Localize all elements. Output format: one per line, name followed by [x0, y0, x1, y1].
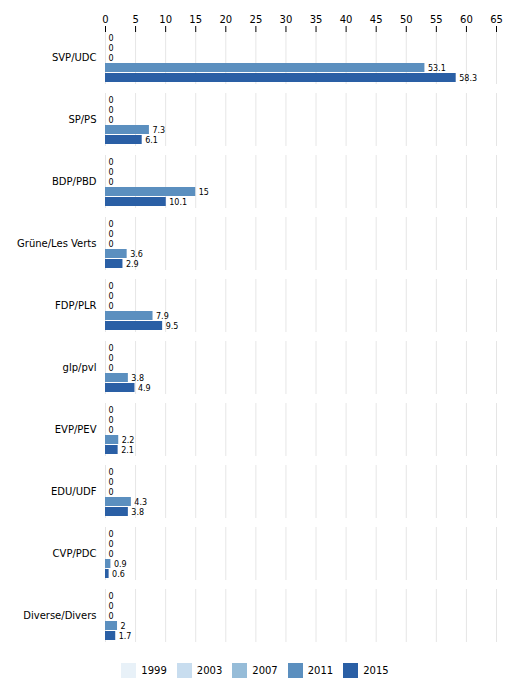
svg-text:3.8: 3.8 — [131, 508, 144, 517]
svg-text:Grüne/Les Verts: Grüne/Les Verts — [17, 238, 96, 249]
svg-text:2.9: 2.9 — [126, 260, 139, 269]
svg-text:55: 55 — [430, 14, 443, 25]
svg-text:0: 0 — [109, 230, 114, 239]
svg-text:0: 0 — [109, 406, 114, 415]
html-text:1999: 1999 — [141, 665, 167, 676]
svg-text:CVP/PDC: CVP/PDC — [53, 548, 97, 559]
svg-text:0: 0 — [109, 116, 114, 125]
svg-text:0: 0 — [109, 612, 114, 621]
svg-text:1.7: 1.7 — [119, 632, 132, 641]
svg-text:0: 0 — [109, 178, 114, 187]
svg-text:10: 10 — [159, 14, 172, 25]
svg-text:0: 0 — [109, 168, 114, 177]
svg-text:40: 40 — [340, 14, 353, 25]
svg-text:2.1: 2.1 — [121, 446, 134, 455]
svg-text:0: 0 — [109, 488, 114, 497]
svg-text:0: 0 — [109, 220, 114, 229]
svg-text:0: 0 — [109, 44, 114, 53]
svg-text:3.6: 3.6 — [130, 250, 143, 259]
svg-text:Diverse/Divers: Diverse/Divers — [23, 610, 96, 621]
svg-text:0: 0 — [109, 426, 114, 435]
svg-text:7.9: 7.9 — [156, 312, 169, 321]
svg-text:0: 0 — [109, 344, 114, 353]
svg-text:BDP/PBD: BDP/PBD — [52, 176, 97, 187]
svg-text:58.3: 58.3 — [459, 74, 477, 83]
svg-text:0: 0 — [109, 158, 114, 167]
svg-text:0: 0 — [109, 282, 114, 291]
svg-text:0: 0 — [109, 54, 114, 63]
svg-text:50: 50 — [400, 14, 413, 25]
svg-text:0: 0 — [109, 592, 114, 601]
html-text:2003: 2003 — [196, 665, 223, 676]
svg-text:0: 0 — [109, 364, 114, 373]
svg-text:0: 0 — [109, 292, 114, 301]
svg-text:4.3: 4.3 — [134, 498, 147, 507]
svg-text:65: 65 — [490, 14, 503, 25]
svg-text:0: 0 — [109, 540, 114, 549]
svg-text:0: 0 — [109, 416, 114, 425]
svg-text:0: 0 — [109, 468, 114, 477]
svg-text:5: 5 — [132, 14, 138, 25]
svg-text:35: 35 — [310, 14, 323, 25]
svg-text:2.2: 2.2 — [122, 436, 135, 445]
svg-text:0.9: 0.9 — [114, 560, 127, 569]
svg-text:SVP/UDC: SVP/UDC — [52, 52, 97, 63]
svg-text:60: 60 — [460, 14, 473, 25]
svg-text:0: 0 — [109, 530, 114, 539]
svg-text:0: 0 — [109, 602, 114, 611]
svg-text:7.3: 7.3 — [152, 126, 165, 135]
svg-text:15: 15 — [199, 188, 209, 197]
svg-text:45: 45 — [370, 14, 383, 25]
svg-text:30: 30 — [280, 14, 293, 25]
html-text:2011: 2011 — [307, 665, 334, 676]
svg-text:glp/pvl: glp/pvl — [63, 362, 97, 373]
svg-text:53.1: 53.1 — [428, 64, 446, 73]
svg-text:0: 0 — [109, 478, 114, 487]
svg-text:0: 0 — [109, 240, 114, 249]
svg-text:0.6: 0.6 — [112, 570, 125, 579]
svg-text:4.9: 4.9 — [138, 384, 151, 393]
svg-text:10.1: 10.1 — [169, 198, 187, 207]
svg-text:25: 25 — [250, 14, 263, 25]
svg-text:FDP/PLR: FDP/PLR — [55, 300, 96, 311]
svg-text:SP/PS: SP/PS — [68, 114, 96, 125]
svg-text:9.5: 9.5 — [166, 322, 179, 331]
html-text:2015: 2015 — [363, 665, 389, 676]
svg-text:0: 0 — [109, 34, 114, 43]
svg-text:EVP/PEV: EVP/PEV — [55, 424, 97, 435]
svg-text:0: 0 — [109, 96, 114, 105]
svg-text:2: 2 — [121, 622, 126, 631]
svg-text:0: 0 — [109, 550, 114, 559]
svg-text:0: 0 — [109, 302, 114, 311]
svg-text:0: 0 — [109, 106, 114, 115]
svg-text:0: 0 — [102, 14, 108, 25]
svg-text:6.1: 6.1 — [145, 136, 158, 145]
svg-text:15: 15 — [189, 14, 202, 25]
svg-text:0: 0 — [109, 354, 114, 363]
html-text:2007: 2007 — [252, 665, 278, 676]
svg-text:EDU/UDF: EDU/UDF — [51, 486, 97, 497]
svg-text:20: 20 — [219, 14, 232, 25]
svg-text:3.8: 3.8 — [131, 374, 144, 383]
